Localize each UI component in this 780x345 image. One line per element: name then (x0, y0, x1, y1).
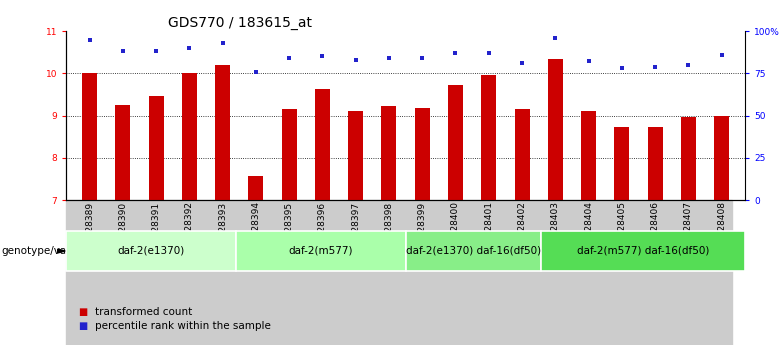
Text: transformed count: transformed count (95, 307, 193, 317)
Text: ■: ■ (78, 321, 87, 331)
Bar (548, 59, 563, 200)
Text: percentile rank within the sample: percentile rank within the sample (95, 321, 271, 331)
Text: genotype/variation: genotype/variation (2, 246, 101, 256)
Text: daf-2(m577): daf-2(m577) (289, 246, 353, 256)
Bar (647, 127, 662, 200)
Bar (149, 96, 164, 200)
Point (283, 55, 296, 61)
Point (383, 55, 395, 61)
Point (549, 35, 562, 41)
Point (183, 45, 196, 51)
Point (649, 64, 661, 69)
Text: daf-2(e1370) daf-16(df50): daf-2(e1370) daf-16(df50) (406, 246, 541, 256)
Point (216, 40, 229, 46)
Bar (115, 105, 130, 200)
Bar (681, 117, 696, 200)
Point (682, 62, 695, 68)
Bar (248, 176, 264, 200)
Bar (581, 110, 596, 200)
Point (416, 55, 428, 61)
Point (349, 57, 362, 62)
Point (483, 50, 495, 56)
Bar (82, 73, 97, 200)
Point (250, 69, 262, 75)
Bar (515, 109, 530, 200)
Bar (448, 85, 463, 200)
Bar (415, 108, 430, 200)
Bar (615, 127, 629, 200)
Point (615, 66, 628, 71)
Text: ■: ■ (78, 307, 87, 317)
Bar (315, 89, 330, 200)
Bar (182, 73, 197, 200)
Point (316, 54, 328, 59)
Point (516, 60, 528, 66)
Text: daf-2(e1370): daf-2(e1370) (118, 246, 185, 256)
Point (449, 50, 462, 56)
Bar (348, 110, 363, 200)
Point (715, 52, 728, 58)
Text: daf-2(m577) daf-16(df50): daf-2(m577) daf-16(df50) (577, 246, 709, 256)
Point (583, 59, 595, 64)
Bar (381, 106, 396, 200)
Point (117, 49, 129, 54)
Bar (714, 116, 729, 200)
Point (150, 49, 162, 54)
Bar (215, 65, 230, 200)
Bar (282, 109, 296, 200)
Bar (481, 75, 496, 200)
Point (83, 37, 96, 42)
Text: GDS770 / 183615_at: GDS770 / 183615_at (168, 16, 312, 30)
